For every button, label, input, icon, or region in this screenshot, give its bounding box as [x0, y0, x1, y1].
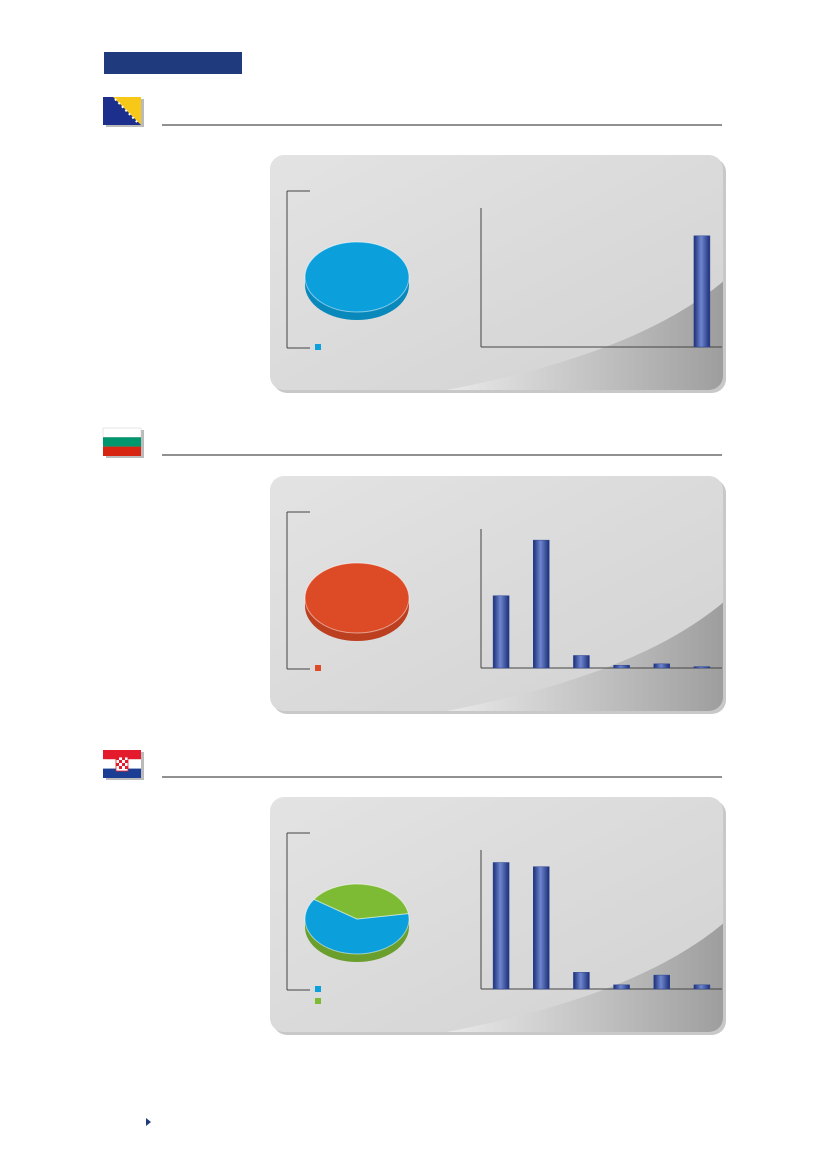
legend-swatch: [315, 986, 321, 992]
bar: [492, 595, 510, 669]
bar: [653, 663, 670, 669]
pie-slice: [304, 562, 410, 634]
legend-swatch: [315, 998, 321, 1004]
panel-swoosh: [420, 601, 723, 711]
bar: [573, 655, 590, 669]
legend-swatch: [315, 344, 321, 350]
panel-swoosh: [420, 280, 723, 390]
bar: [492, 862, 510, 990]
footer-marker: [146, 1118, 151, 1126]
pie-slice: [304, 241, 410, 313]
flag: [103, 97, 144, 127]
chart-group: [286, 832, 723, 1032]
bar: [693, 666, 711, 669]
header-bar: [104, 52, 242, 74]
chart-panel: [270, 476, 723, 711]
bar: [693, 235, 711, 348]
flag: [103, 750, 144, 780]
pie-slice: [304, 898, 410, 955]
bar: [573, 972, 590, 990]
bar: [533, 866, 550, 990]
bar: [653, 974, 670, 990]
bar: [613, 984, 630, 990]
legend-swatch: [315, 665, 321, 671]
chart-group: [286, 190, 723, 390]
bar: [613, 664, 630, 669]
pie-slice: [313, 883, 409, 920]
panel-swoosh: [420, 922, 723, 1032]
bar: [693, 984, 711, 990]
chart-group: [286, 511, 723, 711]
flag: [102, 427, 144, 458]
bar: [533, 539, 550, 669]
chart-panel: [270, 155, 723, 390]
